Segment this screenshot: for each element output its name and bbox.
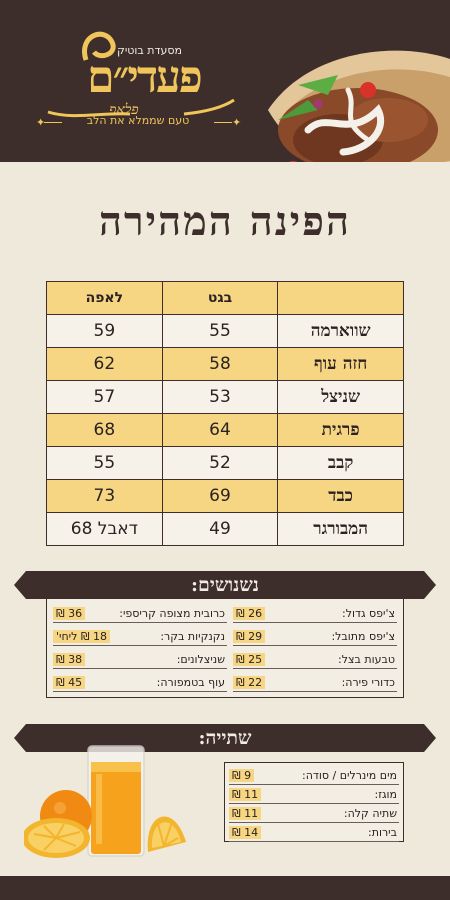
item-name: המבורגר	[277, 512, 404, 546]
item-price-pita: 62	[46, 347, 163, 381]
item-price-baguette: 53	[161, 380, 279, 414]
drink-price: 14 ₪	[229, 826, 262, 839]
side-price: 45 ₪	[53, 676, 86, 689]
logo-top-text: מסעדת בוטיק	[117, 44, 182, 57]
list-item: נקנקיות בקר: 18 ₪ ליחי'	[53, 628, 227, 646]
menu-header-pita: לאפה	[46, 281, 163, 315]
sides-banner: נשנושים:	[14, 571, 436, 599]
side-name: צ'יפס גדול:	[341, 607, 395, 620]
table-row: שניצל 53 57	[46, 380, 404, 414]
list-item: כדורי פירה: 22 ₪	[233, 674, 397, 692]
item-name: חזה עוף	[277, 347, 404, 381]
item-price-baguette: 58	[161, 347, 279, 381]
tagline-divider-right	[214, 122, 232, 123]
drink-name: שתיה קלה:	[343, 807, 397, 820]
orange-juice-image	[24, 745, 186, 858]
item-price-baguette: 64	[161, 413, 279, 447]
menu-table: בגט לאפה שווארמה 55 59 חזה עוף 58 62 שני…	[46, 281, 404, 546]
logo: מסעדת בוטיק פעדי״ם פלאפ	[34, 16, 244, 136]
side-name: עוף בטמפורה:	[156, 676, 225, 689]
table-row: פרגית 64 68	[46, 413, 404, 447]
side-price: 25 ₪	[233, 653, 266, 666]
menu-table-header: בגט לאפה	[46, 281, 404, 315]
list-item: צ'יפס גדול: 26 ₪	[233, 605, 397, 623]
drink-name: מים מינרלים / סודה:	[301, 769, 397, 782]
tagline: טעם שממלא את הלב	[86, 114, 190, 127]
item-price-pita: דאבל 68	[46, 512, 163, 546]
drink-name: מוגז:	[374, 788, 397, 801]
side-name: צ'יפס מתובל:	[331, 630, 395, 643]
menu-header-baguette: בגט	[161, 281, 279, 315]
item-name: שניצל	[277, 380, 404, 414]
side-name: שניצלונים:	[176, 653, 225, 666]
logo-flourish-icon	[47, 31, 235, 118]
list-item: טבעות בצל: 25 ₪	[233, 651, 397, 669]
side-price: 22 ₪	[233, 676, 266, 689]
item-price-baguette: 52	[161, 446, 279, 480]
drink-name: בירות:	[368, 826, 397, 839]
item-price-pita: 68	[46, 413, 163, 447]
list-item: שניצלונים: 38 ₪	[53, 651, 227, 669]
tagline-divider-left	[44, 122, 62, 123]
item-price-pita: 55	[46, 446, 163, 480]
shawarma-wrap-image	[268, 50, 450, 162]
side-name: כרובית מצופה קריספי:	[119, 607, 225, 620]
item-price-baguette: 69	[161, 479, 279, 513]
side-name: נקנקיות בקר:	[160, 630, 225, 643]
item-price-baguette: 55	[161, 314, 279, 348]
list-item: כרובית מצופה קריספי: 36 ₪	[53, 605, 227, 623]
item-price-pita: 59	[46, 314, 163, 348]
list-item: מים מינרלים / סודה: 9 ₪	[229, 767, 399, 785]
list-item: עוף בטמפורה: 45 ₪	[53, 674, 227, 692]
item-price-pita: 57	[46, 380, 163, 414]
logo-sub-text: פלאפ	[109, 102, 139, 118]
side-price: 29 ₪	[233, 630, 266, 643]
table-row: חזה עוף 58 62	[46, 347, 404, 381]
table-row: המבורגר 49 דאבל 68	[46, 512, 404, 546]
page-title: הפינה המהירה	[98, 198, 352, 245]
table-row: שווארמה 55 59	[46, 314, 404, 348]
side-price: 36 ₪	[53, 607, 86, 620]
item-name: כבד	[277, 479, 404, 513]
footer-bar	[0, 876, 450, 900]
drinks-box: מים מינרלים / סודה: 9 ₪ מוגז: 11 ₪ שתיה …	[224, 762, 404, 842]
list-item: מוגז: 11 ₪	[229, 786, 399, 804]
list-item: שתיה קלה: 11 ₪	[229, 805, 399, 823]
side-price: 26 ₪	[233, 607, 266, 620]
drink-price: 11 ₪	[229, 788, 262, 801]
drink-price: 9 ₪	[229, 769, 255, 782]
side-name: טבעות בצל:	[338, 653, 395, 666]
table-row: קבב 52 55	[46, 446, 404, 480]
item-name: קבב	[277, 446, 404, 480]
header: מסעדת בוטיק פעדי״ם פלאפ ✦ ✦ טעם שממלא את…	[0, 0, 450, 162]
item-price-pita: 73	[46, 479, 163, 513]
logo-main-text: פעדי״ם	[87, 52, 203, 103]
sides-box: צ'יפס גדול: 26 ₪ צ'יפס מתובל: 29 ₪ טבעות…	[46, 598, 404, 698]
sparkle-icon: ✦	[36, 116, 46, 129]
table-row: כבד 69 73	[46, 479, 404, 513]
menu-header-blank	[277, 281, 404, 315]
item-price-baguette: 49	[161, 512, 279, 546]
list-item: צ'יפס מתובל: 29 ₪	[233, 628, 397, 646]
side-price: 18 ₪ ליחי'	[53, 630, 111, 643]
item-name: פרגית	[277, 413, 404, 447]
drink-price: 11 ₪	[229, 807, 262, 820]
side-name: כדורי פירה:	[341, 676, 395, 689]
item-name: שווארמה	[277, 314, 404, 348]
sparkle-icon: ✦	[232, 116, 242, 129]
side-price: 38 ₪	[53, 653, 86, 666]
list-item: בירות: 14 ₪	[229, 824, 399, 842]
